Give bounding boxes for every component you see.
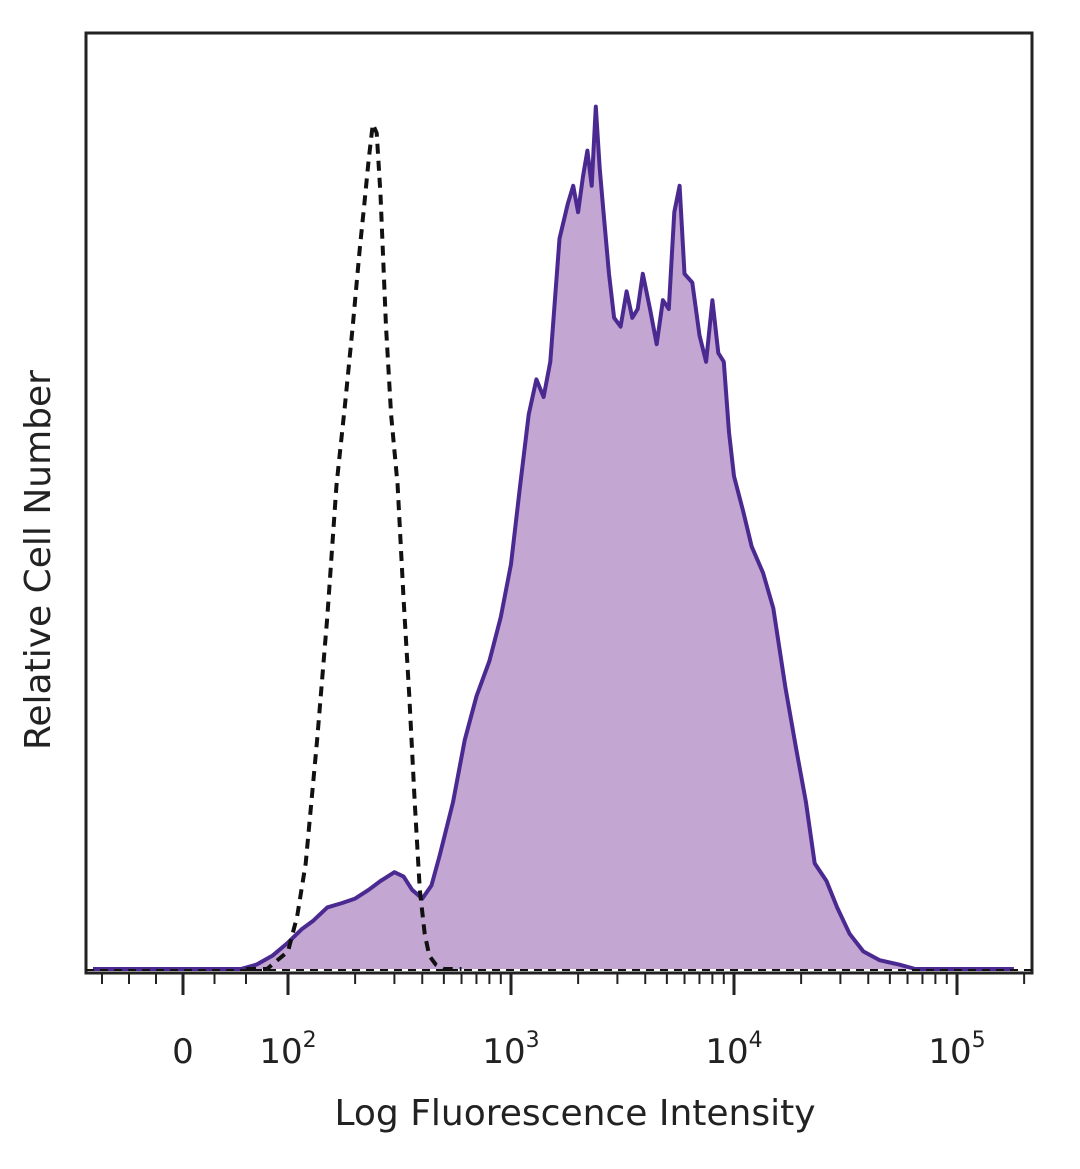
x-tick-label: 105: [928, 1028, 985, 1072]
x-tick-layer: [101, 973, 1026, 995]
x-tick-label: 0: [172, 1032, 194, 1072]
series-layer: [86, 104, 1032, 971]
plot-frame: [84, 31, 1034, 975]
control-histogram-line: [246, 122, 462, 971]
x-tick-label: 102: [259, 1028, 316, 1072]
x-axis-title: Log Fluorescence Intensity: [334, 1093, 815, 1134]
stained-histogram-line: [93, 104, 1014, 971]
y-axis-title: Relative Cell Number: [18, 370, 59, 750]
x-tick-label: 103: [482, 1028, 539, 1072]
stained-histogram-area: [93, 106, 1014, 970]
x-tick-label-layer: 0 102 103 104 105: [172, 1028, 985, 1072]
x-tick-label: 104: [705, 1028, 762, 1072]
